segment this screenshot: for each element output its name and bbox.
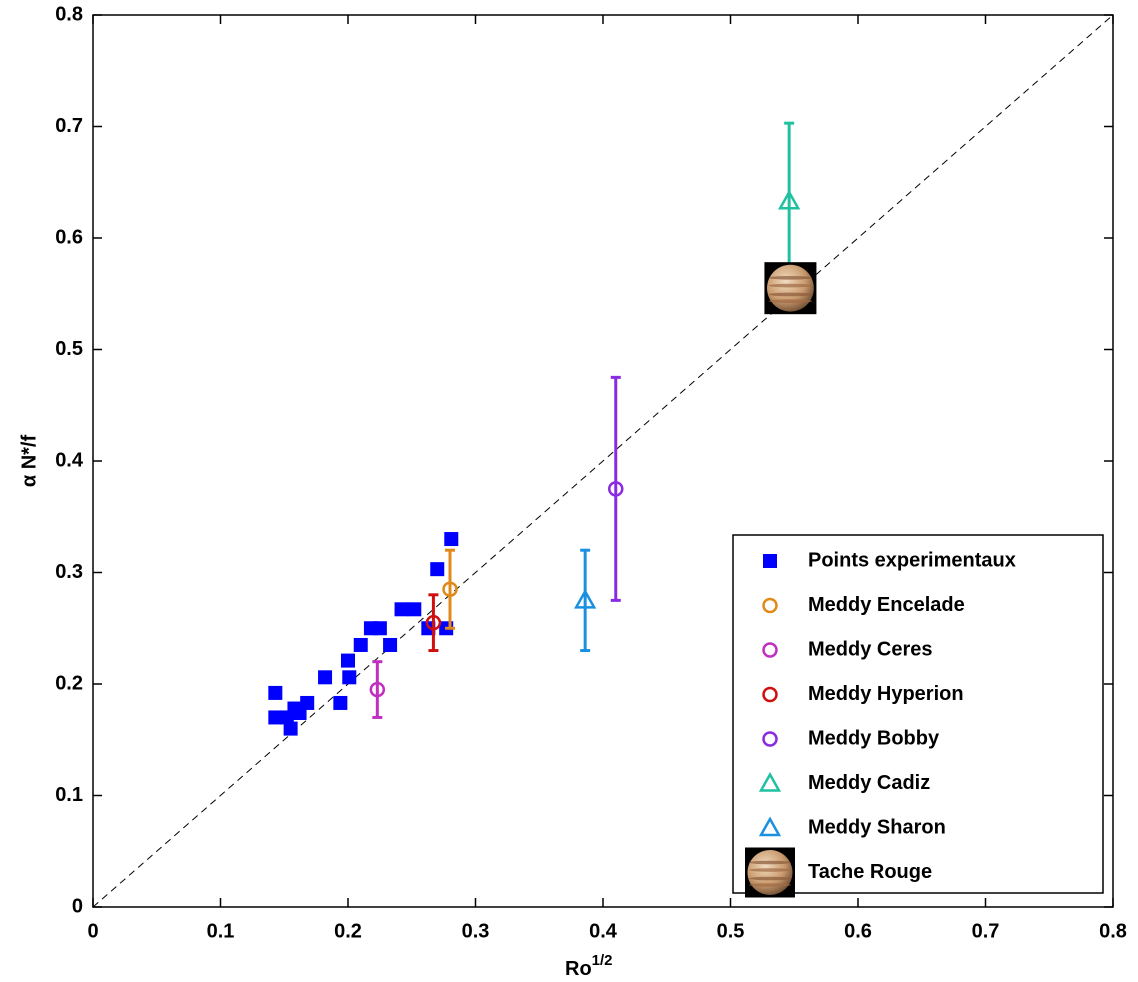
data-point bbox=[268, 685, 283, 700]
legend-box bbox=[732, 534, 1104, 894]
legend-icon bbox=[763, 554, 777, 568]
planet-band bbox=[768, 283, 813, 288]
error-bar bbox=[445, 548, 455, 630]
x-tick-label: 0.5 bbox=[717, 920, 745, 942]
y-tick-label: 0.5 bbox=[55, 338, 83, 360]
legend-label: Meddy Hyperion bbox=[808, 683, 964, 705]
planet-band bbox=[749, 883, 791, 887]
legend-icon bbox=[762, 597, 778, 614]
planet-band bbox=[768, 292, 813, 297]
legend-icon bbox=[745, 847, 795, 898]
legend-label: Meddy Cadiz bbox=[808, 772, 930, 794]
data-point bbox=[268, 710, 283, 725]
planet bbox=[767, 264, 814, 312]
legend-label: Meddy Bobby bbox=[808, 727, 940, 749]
x-axis-label-superscript: 1/2 bbox=[592, 952, 613, 969]
planet-band bbox=[749, 860, 791, 865]
x-tick-label: 0.2 bbox=[334, 920, 362, 942]
planet bbox=[747, 850, 793, 895]
legend-icon bbox=[758, 771, 782, 792]
planet-band bbox=[749, 868, 791, 872]
legend-label: Points experimentaux bbox=[808, 549, 1016, 571]
data-point bbox=[425, 614, 442, 631]
data-point bbox=[383, 637, 398, 652]
legend-label: Meddy Encelade bbox=[808, 594, 965, 616]
data-point bbox=[442, 581, 458, 597]
x-tick-label: 0.6 bbox=[844, 920, 872, 942]
data-point bbox=[369, 681, 386, 698]
data-point bbox=[430, 562, 445, 577]
error-bar bbox=[610, 375, 621, 602]
legend-icon bbox=[758, 816, 782, 837]
data-point bbox=[778, 189, 801, 210]
data-point bbox=[333, 695, 348, 710]
data-point bbox=[372, 621, 387, 636]
legend-label: Meddy Ceres bbox=[808, 638, 933, 660]
x-axis-label-main: Ro bbox=[565, 958, 592, 980]
x-tick-label: 0 bbox=[87, 920, 98, 942]
plot-frame bbox=[92, 14, 1114, 908]
legend-icon bbox=[762, 686, 778, 703]
y-tick-label: 0.1 bbox=[55, 784, 83, 806]
planet-band bbox=[768, 299, 813, 303]
legend-label: Tache Rouge bbox=[808, 861, 932, 883]
legend: Points experimentaux Meddy Encelade Meddy … bbox=[732, 534, 1104, 898]
x-tick-label: 0.1 bbox=[207, 920, 235, 942]
legend-icon bbox=[762, 642, 778, 658]
data-point bbox=[407, 602, 422, 617]
data-point bbox=[283, 721, 298, 736]
y-tick-label: 0 bbox=[72, 895, 83, 917]
data-point bbox=[764, 262, 817, 315]
legend-label: Meddy Sharon bbox=[808, 816, 946, 838]
data-point bbox=[574, 588, 597, 609]
error-bar bbox=[580, 548, 591, 653]
data-point bbox=[318, 670, 333, 685]
legend-icon bbox=[762, 731, 778, 747]
data-point bbox=[342, 670, 357, 685]
x-tick-label: 0.4 bbox=[589, 920, 618, 942]
y-tick-label: 0.4 bbox=[55, 449, 84, 471]
data-point bbox=[394, 602, 409, 617]
y-tick-label: 0.2 bbox=[55, 672, 83, 694]
error-bar bbox=[428, 593, 439, 653]
data-point bbox=[353, 637, 368, 652]
data-point bbox=[300, 695, 315, 710]
y-tick-label: 0.7 bbox=[55, 115, 83, 137]
error-bar bbox=[372, 660, 383, 719]
y-tick-label: 0.3 bbox=[55, 561, 83, 583]
error-bar bbox=[784, 121, 795, 281]
reference-line bbox=[92, 14, 1114, 908]
x-tick-label: 0.3 bbox=[462, 920, 490, 942]
data-point bbox=[341, 653, 355, 668]
planet-band bbox=[749, 876, 791, 881]
data-point bbox=[444, 532, 459, 547]
data-point bbox=[608, 481, 624, 497]
x-tick-label: 0.8 bbox=[1099, 920, 1127, 942]
planet-band bbox=[768, 275, 813, 280]
x-tick-label: 0.7 bbox=[972, 920, 1000, 942]
x-axis-label: Ro1/2 bbox=[565, 952, 613, 980]
y-axis-label: α N*/f bbox=[18, 435, 40, 488]
y-tick-label: 0.8 bbox=[55, 3, 83, 25]
y-tick-label: 0.6 bbox=[55, 226, 83, 248]
